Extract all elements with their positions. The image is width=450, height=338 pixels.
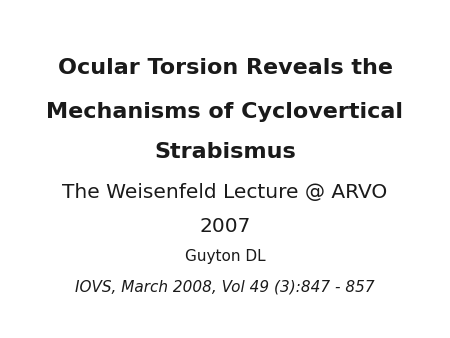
Text: Strabismus: Strabismus [154,142,296,162]
Text: Ocular Torsion Reveals the: Ocular Torsion Reveals the [58,57,392,78]
Text: Guyton DL: Guyton DL [184,249,266,264]
Text: IOVS, March 2008, Vol 49 (3):847 - 857: IOVS, March 2008, Vol 49 (3):847 - 857 [75,280,375,295]
Text: The Weisenfeld Lecture @ ARVO: The Weisenfeld Lecture @ ARVO [63,183,387,202]
Text: 2007: 2007 [199,217,251,236]
Text: Mechanisms of Cyclovertical: Mechanisms of Cyclovertical [46,101,404,122]
